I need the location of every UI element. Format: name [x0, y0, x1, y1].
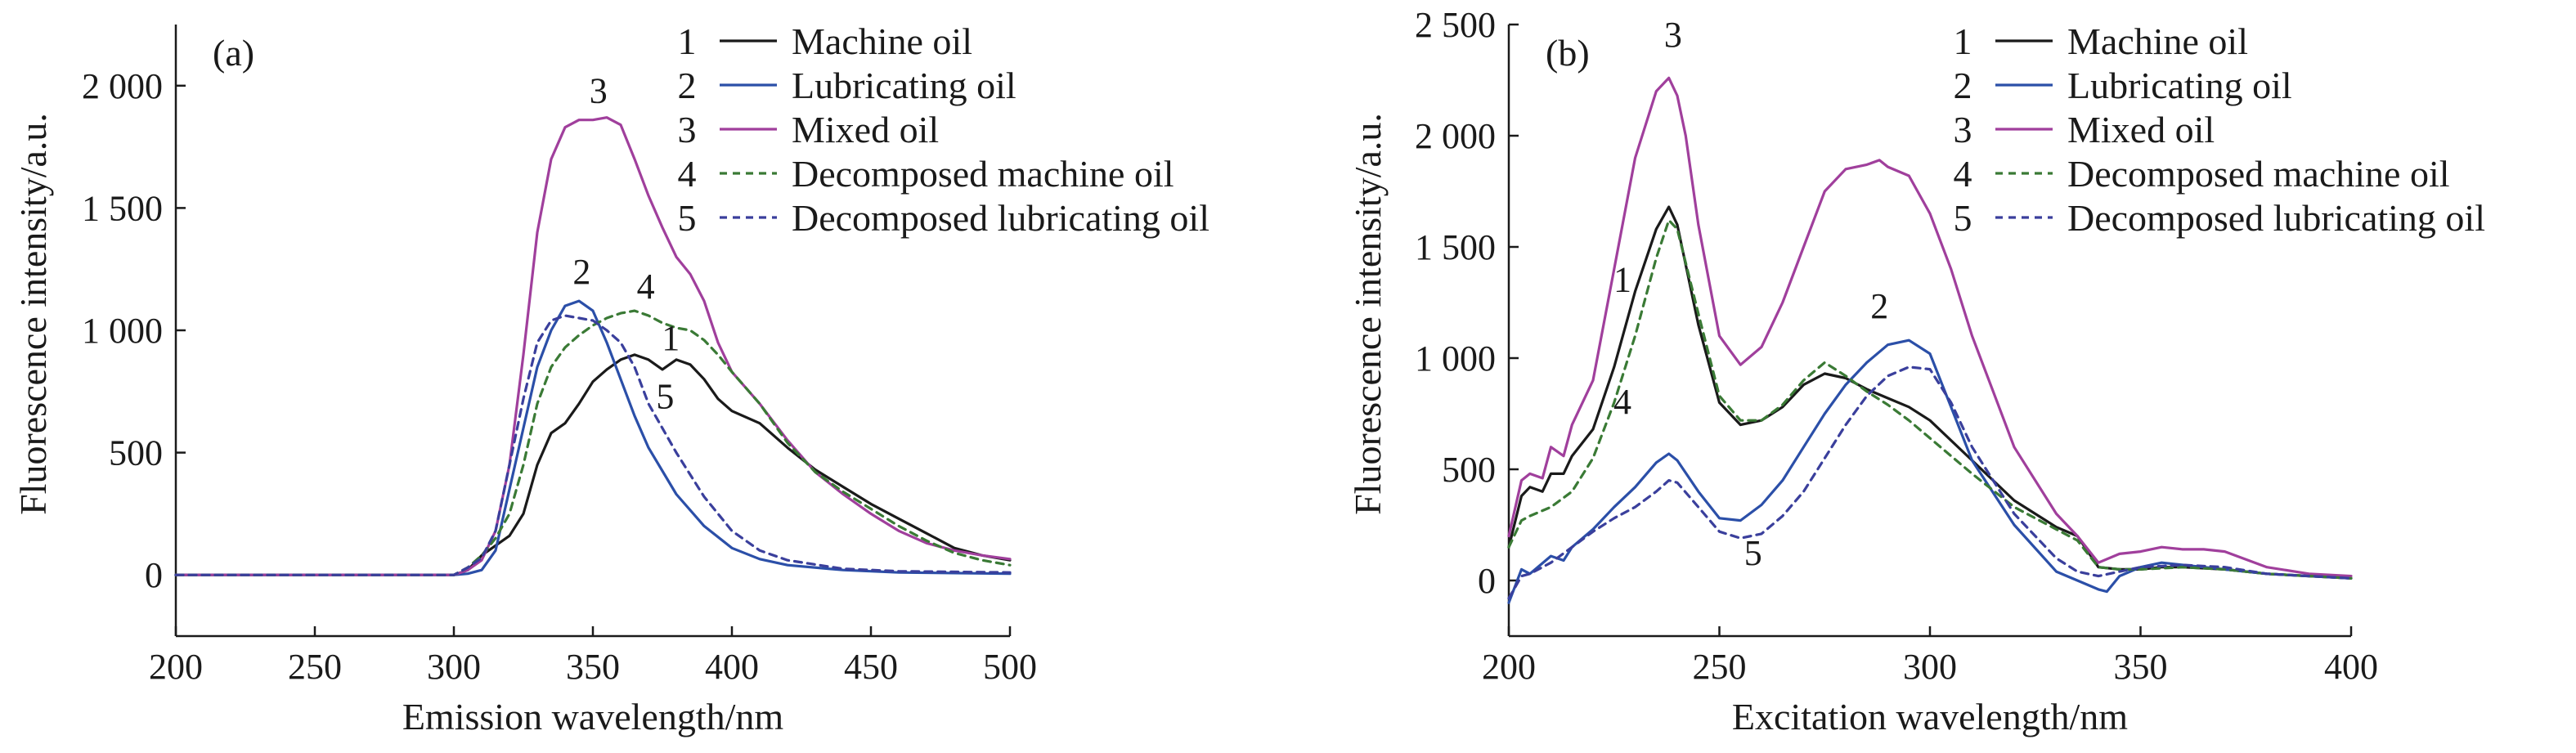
legend-entry-label: Mixed oil [792, 109, 939, 150]
series-line-4 [1507, 218, 2353, 580]
x-tick-label: 400 [2324, 647, 2378, 687]
y-tick-label: 2 000 [82, 66, 163, 106]
series-line-5 [174, 314, 1012, 576]
y-tick-label: 500 [109, 433, 163, 473]
x-tick-label: 250 [1693, 647, 1747, 687]
legend-entry-label: Decomposed machine oil [792, 153, 1174, 195]
legend-number: 3 [1954, 109, 1972, 150]
legend-number: 2 [1954, 65, 1972, 106]
x-tick-label: 500 [983, 647, 1037, 687]
legend-entry-label: Machine oil [792, 20, 972, 62]
curve-label-3: 3 [590, 71, 608, 111]
legend-entry-label: Mixed oil [2067, 109, 2215, 150]
series-line-3 [1507, 76, 2353, 578]
curve-label-5: 5 [1744, 533, 1762, 573]
x-axis-label: Emission wavelength/nm [402, 696, 784, 737]
y-tick-label: 0 [1478, 561, 1496, 601]
curve-label: 1 [662, 318, 680, 358]
panel-label: (a) [213, 32, 254, 74]
series-line-2 [1507, 338, 2353, 604]
x-tick-label: 450 [844, 647, 898, 687]
x-tick-label: 350 [2114, 647, 2168, 687]
legend-entry-label: Decomposed lubricating oil [792, 197, 1209, 239]
x-tick-label: 200 [1482, 647, 1536, 687]
y-tick-label: 1 500 [82, 188, 163, 228]
y-tick-label: 2 500 [1415, 5, 1496, 45]
legend-entry-label: Decomposed machine oil [2067, 153, 2450, 195]
curve-label-4: 4 [1613, 382, 1631, 422]
x-tick-label: 300 [427, 647, 481, 687]
series-line-5 [1507, 365, 2353, 600]
legend-entry-label: Lubricating oil [2067, 65, 2292, 106]
x-tick-label: 250 [288, 647, 342, 687]
y-tick-label: 500 [1442, 450, 1496, 490]
chart-panel-b: 200 250 300 350 400 0 500 1 000 1 500 2 000 2 500 E… [1347, 5, 2485, 737]
series-line-4 [174, 309, 1012, 576]
legend-number: 2 [678, 65, 697, 106]
x-axis-label: Excitation wavelength/nm [1732, 696, 2128, 737]
y-axis-label: Fluorescence intensity/a.u. [1347, 113, 1389, 515]
legend-entry-label: Decomposed lubricating oil [2067, 197, 2485, 239]
legend-number: 1 [1954, 20, 1972, 62]
curve-label: 5 [656, 377, 674, 417]
x-tick-label: 350 [566, 647, 620, 687]
curve-label-2: 2 [1870, 286, 1888, 326]
y-tick-label: 1 000 [1415, 338, 1496, 379]
y-tick-label: 1 000 [82, 311, 163, 351]
curve-label-4: 4 [637, 267, 655, 307]
legend-number: 1 [678, 20, 697, 62]
series-line-2 [174, 299, 1012, 576]
curve-label-2: 2 [572, 252, 590, 292]
legend-entry-label: Machine oil [2067, 20, 2248, 62]
series-line-3 [174, 116, 1012, 576]
x-tick-label: 400 [705, 647, 759, 687]
curve-label-3: 3 [1664, 15, 1682, 55]
y-tick-label: 1 500 [1415, 227, 1496, 267]
legend-number: 3 [678, 109, 697, 150]
y-axis-label: Fluorescence intensity/a.u. [12, 113, 54, 515]
chart-panel-a: 200 250 300 350 400 450 500 0 500 1 000 1 500 2 000… [12, 20, 1209, 737]
series-line-1 [174, 353, 1012, 576]
x-tick-label: 300 [1903, 647, 1957, 687]
legend-number: 4 [1954, 153, 1972, 195]
curve-label-1: 1 [1613, 259, 1631, 299]
legend-number: 5 [678, 197, 697, 239]
y-tick-label: 2 000 [1415, 116, 1496, 156]
y-tick-label: 0 [145, 555, 163, 595]
series-line-1 [1507, 205, 2353, 580]
legend-number: 4 [678, 153, 697, 195]
x-tick-label: 200 [149, 647, 203, 687]
legend-entry-label: Lubricating oil [792, 65, 1016, 106]
panel-label: (b) [1546, 32, 1590, 74]
legend-number: 5 [1954, 197, 1972, 239]
